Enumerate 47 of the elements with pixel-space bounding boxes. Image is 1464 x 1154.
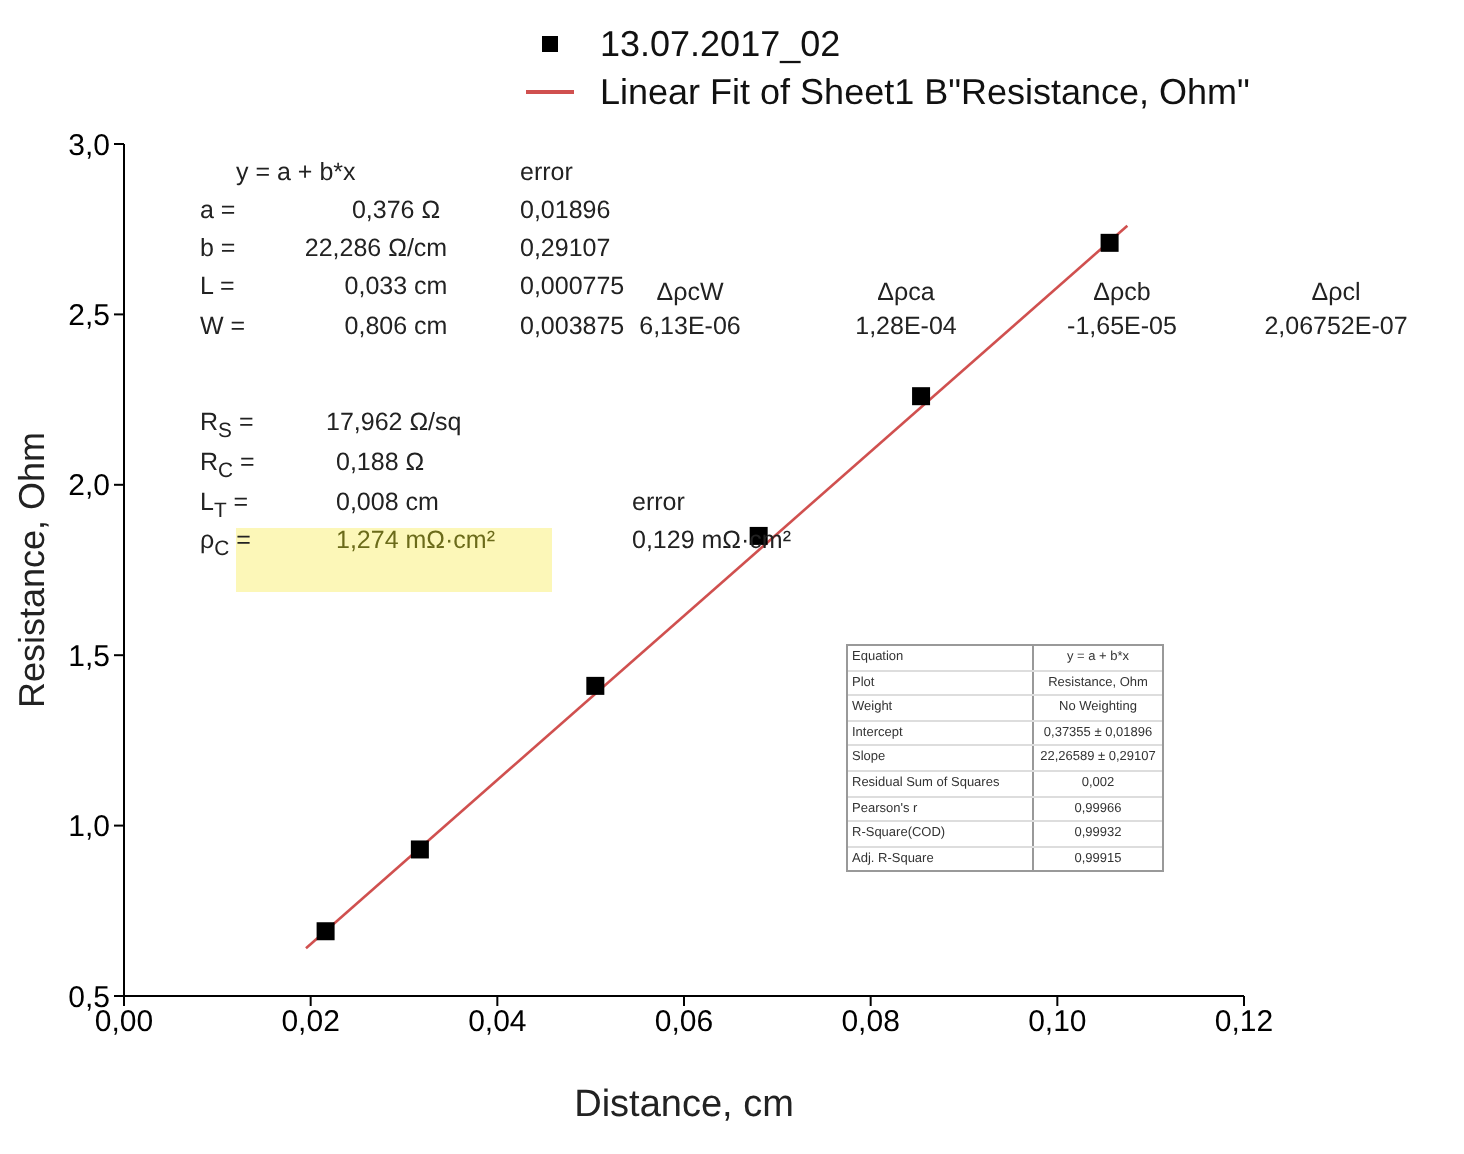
x-tick-label: 0,10 <box>1028 1005 1087 1040</box>
text: Δρcl <box>1311 278 1361 306</box>
y-tick-label: 3,0 <box>68 128 110 163</box>
annotation: y = a + b*x <box>236 158 356 186</box>
annotation: -1,65E-05 <box>1067 312 1177 340</box>
y-tick-label: 2,5 <box>68 299 110 334</box>
annotation: 0,376 Ω <box>351 196 441 224</box>
annotation: 0,008 cm <box>336 488 439 516</box>
annotation: W = <box>200 312 246 340</box>
x-tick-label: 0,02 <box>281 1005 340 1040</box>
x-tick-label: 0,12 <box>1214 1005 1274 1040</box>
annotation: ΔρcW <box>656 278 724 306</box>
y-tick-label: 1,5 <box>68 639 110 674</box>
annotation: L = <box>200 272 235 300</box>
x-axis-title: Distance, cm <box>574 1084 794 1126</box>
annotation: 1,28E-04 <box>855 312 957 340</box>
y-axis-title: Resistance, Ohm <box>12 431 52 709</box>
annotation: Δρca <box>877 278 935 306</box>
annotation: a = <box>200 196 236 224</box>
annotation: 22,286 Ω/cm <box>304 234 448 262</box>
annotation: L$_{T}$ = <box>200 488 249 527</box>
annotation: 0,033 cm <box>344 272 448 300</box>
annotation: R$_{C}$ = <box>200 448 255 487</box>
x-tick-label: 0,06 <box>654 1005 714 1040</box>
y-tick-label: 1,0 <box>68 810 110 845</box>
annotation: ρ$_{C}$ = <box>200 526 251 565</box>
y-tick-label: 2,0 <box>68 469 110 504</box>
annotation: 0,29107 <box>520 234 611 262</box>
annotation: 17,962 Ω/sq <box>326 408 462 436</box>
annotation: 0,003875 <box>520 312 625 340</box>
annotation: 0,01896 <box>520 196 611 224</box>
annotation: 0,188 Ω <box>336 448 425 476</box>
annotation: error <box>632 488 685 516</box>
annotation: Δρcb <box>1093 278 1151 306</box>
annotation: 6,13E-06 <box>639 312 741 340</box>
x-tick-label: 0,04 <box>468 1005 527 1040</box>
annotation: 0,000775 <box>520 272 625 300</box>
legend-label: Linear Fit of Sheet1 B"Resistance, Ohm" <box>600 70 1250 116</box>
annotation: error <box>520 158 573 186</box>
annotation: R$_{S}$ = <box>200 408 254 447</box>
text: 2,06752E-07 <box>1264 312 1408 340</box>
legend-label: 13.07.2017_02 <box>600 22 841 68</box>
x-tick-label: 0,08 <box>841 1005 900 1040</box>
annotation: b = <box>200 234 236 262</box>
annotation: 1,274 mΩ·cm² <box>336 526 495 554</box>
x-tick-label: 0,00 <box>94 1005 154 1040</box>
annotation: 0,806 cm <box>344 312 448 340</box>
